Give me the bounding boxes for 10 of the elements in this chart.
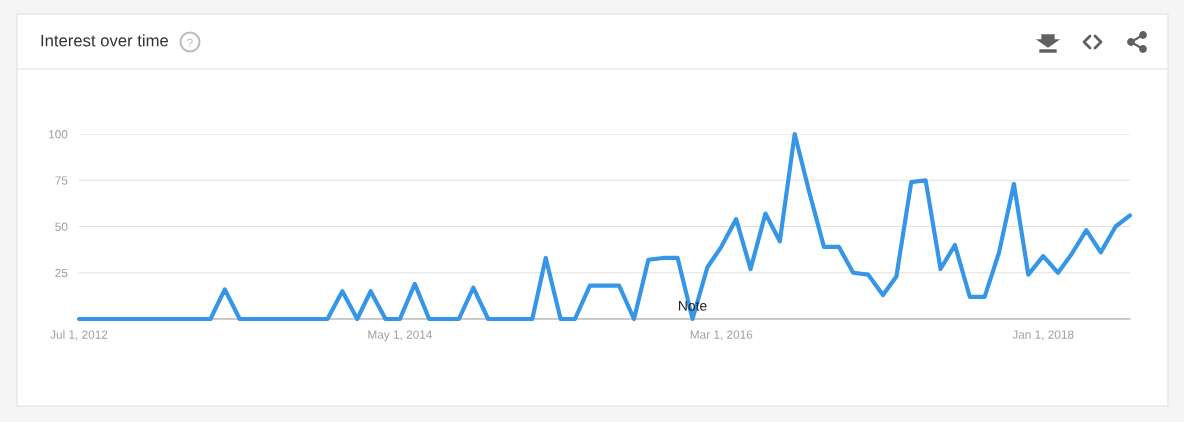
y-tick-label: 100 [49,130,68,139]
x-tick-label: Jan 1, 2018 [1012,330,1074,341]
x-tick-label: Jul 1, 2012 [50,330,108,341]
x-tick-label: Mar 1, 2016 [690,330,753,341]
y-tick-label: 25 [55,268,68,278]
y-tick-label: 75 [55,176,68,185]
y-tick-label: 50 [55,222,68,231]
x-tick-label: May 1, 2014 [368,330,433,342]
chart-title: Interest over time [41,34,169,47]
line-series [76,131,1133,322]
